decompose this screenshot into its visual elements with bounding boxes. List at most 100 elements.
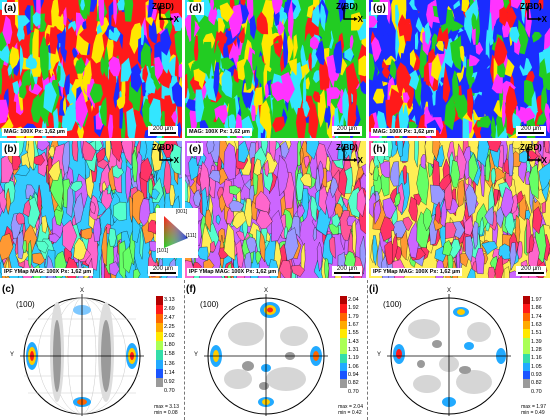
panel-label: (g): [371, 2, 388, 15]
max-value: max = 1.97: [521, 404, 546, 410]
color-scale-swatch: [156, 341, 163, 351]
color-scale-tick: 1.39: [531, 338, 542, 345]
color-scale-swatch: [523, 354, 530, 363]
acquisition-info: MAG: 100X Px: 1,62 µm: [371, 128, 436, 136]
color-scale-tick: 1.63: [531, 321, 542, 328]
color-scale-swatch: [523, 345, 530, 355]
acquisition-info: IPF YMap MAG: 100X Px: 1,62 µm: [2, 268, 94, 276]
axis-x-label: X: [173, 156, 179, 165]
pole-figure-i: (i) (100) X Y 1.97 1.86 1.74 1.63 1.51 1.39 1.…: [369, 284, 548, 416]
axis-z-label: Z(BD): [152, 2, 174, 11]
scale-bar: 200 µm: [332, 126, 362, 136]
color-scale-swatch: [156, 332, 163, 342]
axis-z-label: Z(BD): [336, 143, 358, 152]
scale-bar: 200 µm: [516, 266, 546, 276]
axis-z-label: Z(BD): [520, 143, 542, 152]
micrograph-a: (a) Z(BD) X MAG: 100X Px: 1,62 µm 200 µm: [0, 0, 182, 138]
color-scale-swatch: [523, 337, 530, 346]
color-scale-tick: 0.70: [348, 388, 359, 395]
pole-figure-plot: [20, 294, 144, 416]
color-scale-swatch: [523, 320, 530, 330]
color-scale-tick: 1.80: [164, 342, 175, 349]
color-scale-tick: 1.97: [531, 297, 542, 303]
color-scale-tick: 1.92: [348, 305, 359, 312]
ipf-map-e: (e) Z(BD) X IPF YMap MAG: 100X Px: 1,62 …: [185, 141, 366, 278]
min-value: min = 0.08: [154, 410, 178, 416]
axis-z-label: Z(BD): [152, 143, 174, 152]
color-scale-swatch: [156, 323, 163, 333]
acquisition-info: IPF YMap MAG: 100X Px: 1,62 µm: [187, 268, 279, 276]
min-value: min = 0.49: [521, 410, 545, 416]
color-scale-swatch: [523, 370, 530, 380]
color-scale-tick: 3.13: [164, 297, 175, 303]
color-scale-swatch: [340, 329, 347, 338]
color-scale-tick: 1.67: [348, 321, 359, 328]
color-scale-swatch: [523, 329, 530, 338]
column-divider: [367, 280, 368, 420]
acquisition-info: MAG: 100X Px: 1,62 µm: [2, 128, 67, 136]
color-scale-swatch: [523, 304, 530, 313]
panel-label: (h): [371, 143, 388, 156]
color-scale-ticks: 3.13 2.69 2.47 2.25 2.02 1.80 1.58 1.36 1.14 0.92…: [164, 296, 181, 396]
color-scale-tick: 0.82: [348, 380, 359, 387]
axis-x-label: X: [357, 156, 363, 165]
color-scale-tick: 1.58: [164, 351, 175, 358]
color-scale-tick: 0.70: [164, 387, 175, 394]
axis-x-label: X: [541, 156, 547, 165]
max-min-readout: max = 1.97 min = 0.49: [521, 404, 546, 416]
ipf-map-h: (h) Z(BD) X IPF YMap MAG: 100X Px: 1,62 …: [369, 141, 550, 278]
color-scale-swatch: [340, 354, 347, 363]
ipf-map-b: (b) Z(BD) X IPF YMap MAG: 100X Px: 1,62 …: [0, 141, 182, 278]
panel-label: (d): [187, 2, 204, 15]
color-scale-tick: 0.70: [531, 388, 542, 395]
max-min-readout: max = 2.04 min = 0.42: [338, 404, 363, 416]
color-scale-tick: 1.36: [164, 360, 175, 367]
ipf-grain-map: [185, 141, 366, 278]
acquisition-info: IPF YMap MAG: 100X Px: 1,62 µm: [371, 268, 463, 276]
color-scale-swatch: [523, 296, 530, 305]
color-scale-tick: 1.43: [348, 338, 359, 345]
axis-indicator: Z(BD) X: [336, 143, 363, 165]
color-scale-tick: 2.47: [164, 315, 175, 322]
pole-axis-y: Y: [194, 352, 199, 358]
pole-figure-c: (c) (100) X Y 3.13 2.69 2.47 2.25 2.02 1.80 1.…: [2, 284, 181, 416]
scale-text: 200 µm: [152, 126, 174, 132]
color-scale-bar: [340, 296, 347, 396]
scale-text: 200 µm: [520, 266, 542, 272]
color-scale-swatch: [156, 359, 163, 369]
panel-label: (e): [187, 143, 204, 156]
color-scale-swatch: [340, 362, 347, 371]
pole-axis-y: Y: [10, 352, 15, 358]
color-scale-swatch: [156, 296, 163, 306]
scale-text: 200 µm: [152, 266, 174, 272]
panel-label: (c): [2, 284, 15, 295]
axis-x-label: X: [173, 15, 179, 24]
axis-indicator: Z(BD) X: [336, 2, 363, 24]
axis-z-label: Z(BD): [520, 2, 542, 11]
color-scale-tick: 1.28: [531, 346, 542, 353]
grain-map: [369, 0, 550, 138]
axis-x-label: X: [357, 15, 363, 24]
scale-bar: 200 µm: [148, 266, 178, 276]
color-scale-swatch: [523, 362, 530, 371]
color-scale-swatch: [156, 368, 163, 378]
axis-indicator: Z(BD) X: [152, 2, 179, 24]
micrograph-g: (g) Z(BD) X MAG: 100X Px: 1,62 µm 200 µm: [369, 0, 550, 138]
color-scale-tick: 0.82: [531, 380, 542, 387]
panel-label: (b): [2, 143, 19, 156]
panel-label: (a): [2, 2, 19, 15]
scale-text: 200 µm: [336, 126, 358, 132]
color-scale-swatch: [156, 377, 163, 387]
panel-label: (f): [186, 284, 196, 295]
max-value: max = 3.13: [154, 404, 179, 410]
axis-z-label: Z(BD): [336, 2, 358, 11]
color-scale-tick: 1.31: [348, 346, 359, 353]
color-scale-tick: 0.92: [164, 378, 175, 385]
max-value: max = 2.04: [338, 404, 363, 410]
color-scale-tick: 0.94: [348, 371, 359, 378]
color-scale-swatch: [340, 320, 347, 330]
color-scale-tick: 1.86: [531, 305, 542, 312]
color-scale-tick: 2.04: [348, 297, 359, 303]
color-scale-swatch: [340, 296, 347, 305]
color-scale-swatch: [156, 314, 163, 324]
